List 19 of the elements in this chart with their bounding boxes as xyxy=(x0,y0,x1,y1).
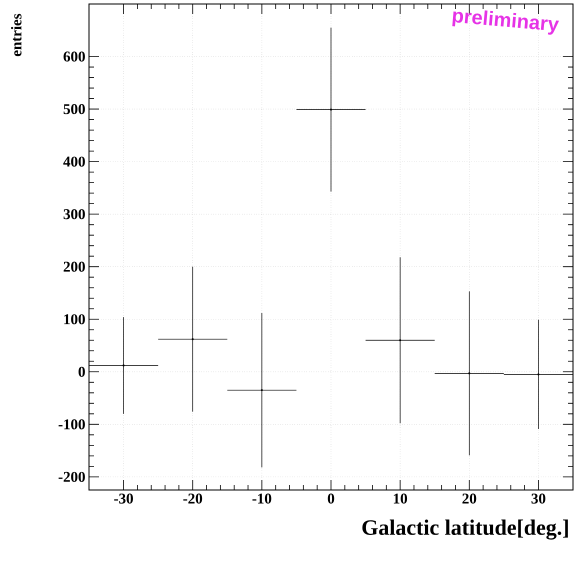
y-tick-label: 100 xyxy=(64,314,85,324)
x-tick-label: 10 xyxy=(394,494,408,504)
y-tick-label: 400 xyxy=(63,156,85,167)
y-tick-label: 500 xyxy=(64,104,85,114)
annotation: preliminary xyxy=(452,10,560,35)
y-tick-label: 600 xyxy=(64,51,85,62)
x-tick-label: -20 xyxy=(183,494,202,504)
x-tick-label: -30 xyxy=(114,494,133,504)
y-tick-label: 200 xyxy=(64,262,85,272)
y-tick-label: 0 xyxy=(78,366,85,377)
x-tick-label: 30 xyxy=(532,494,546,504)
x-tick-label: 20 xyxy=(462,494,476,504)
x-tick-label: -10 xyxy=(252,494,272,504)
y-tick-label: -200 xyxy=(58,472,85,482)
x-tick-label: 0 xyxy=(328,494,334,504)
x-axis-title: Galactic latitude[deg.] xyxy=(362,520,568,540)
y-axis-title: entries xyxy=(10,14,22,56)
y-tick-label: -100 xyxy=(58,419,85,430)
y-tick-label: 300 xyxy=(64,209,85,220)
